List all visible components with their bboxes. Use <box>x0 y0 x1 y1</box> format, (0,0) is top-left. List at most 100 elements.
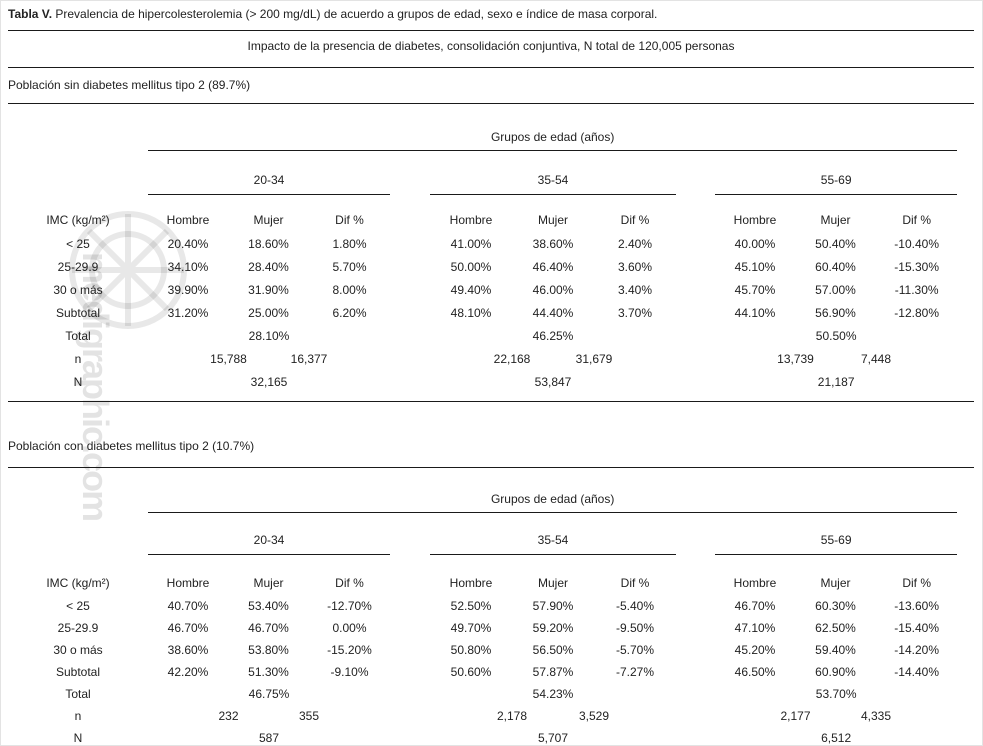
value-cell: 60.90% <box>815 665 856 679</box>
value-cell: 60.30% <box>815 599 856 613</box>
value-cell: 46.00% <box>532 282 574 297</box>
spacer-cell <box>148 347 188 370</box>
col-header-dif: Dif % <box>902 213 931 227</box>
value-cell: -12.80% <box>894 305 939 320</box>
row-label: n <box>74 351 82 366</box>
spacer-cell <box>957 727 974 746</box>
row-label: n <box>74 709 82 723</box>
col-header-mujer: Mujer <box>820 576 851 590</box>
spacer-cell <box>676 301 715 324</box>
value-cell: 52.50% <box>450 599 492 613</box>
spacer-cell <box>430 705 471 727</box>
value-cell: 38.60% <box>532 236 574 251</box>
value-cell: 34.10% <box>167 259 209 274</box>
value-cell: -5.70% <box>615 643 655 657</box>
table-con-diabetes: Grupos de edad (años) 20-34 35-54 55-69 … <box>8 468 974 746</box>
value-cell: 18.60% <box>248 236 289 251</box>
spacer-cell <box>676 683 715 705</box>
imc-header: IMC (kg/m²) <box>46 213 110 227</box>
spacer-cell <box>957 301 974 324</box>
total-row: Total 28.10% 46.25% 50.50% <box>8 324 974 347</box>
value-cell: 45.10% <box>734 259 776 274</box>
col-header-dif: Dif % <box>335 213 364 227</box>
value-cell: 2.40% <box>617 236 653 251</box>
value-cell: 45.70% <box>734 282 776 297</box>
spacer-cell <box>957 232 974 255</box>
value-cell: 57.87% <box>532 665 574 679</box>
value-cell: -14.40% <box>894 665 939 679</box>
rule <box>8 401 974 402</box>
spacer-cell <box>390 370 430 393</box>
col-header-mujer: Mujer <box>820 213 851 227</box>
value-cell: 53.80% <box>248 643 289 657</box>
age-group-label: 20-34 <box>148 512 390 555</box>
n-cell: 2,177 <box>780 709 811 723</box>
spacer-cell <box>676 639 715 661</box>
N-cell: 587 <box>258 731 280 745</box>
N-cell: 32,165 <box>250 374 288 389</box>
spacer-cell <box>676 555 715 596</box>
n-cell: 232 <box>218 709 239 723</box>
col-header-hombre: Hombre <box>166 213 210 227</box>
spacer-cell <box>957 468 974 513</box>
table-caption: Tabla V. Prevalencia de hipercolesterole… <box>8 0 974 22</box>
imc-header: IMC (kg/m²) <box>46 576 110 590</box>
value-cell: 6.20% <box>332 305 367 320</box>
age-group-label: 35-54 <box>430 512 676 555</box>
value-cell: 3.70% <box>617 305 653 320</box>
spacer-cell <box>390 595 430 617</box>
n-cell: 15,788 <box>210 351 247 366</box>
spacer-cell <box>957 661 974 683</box>
value-cell: -12.70% <box>327 599 372 613</box>
spacer-cell <box>957 255 974 278</box>
value-cell: 46.50% <box>734 665 776 679</box>
value-cell: 31.90% <box>248 282 289 297</box>
spacer-cell <box>957 324 974 347</box>
value-cell: 53.40% <box>248 599 289 613</box>
spacer-cell <box>676 513 715 555</box>
value-cell: 46.40% <box>532 259 574 274</box>
row-label: Subtotal <box>55 665 101 679</box>
age-header-row: Grupos de edad (años) <box>8 104 974 151</box>
spacer-cell <box>148 705 188 727</box>
age-header: Grupos de edad (años) <box>148 104 958 151</box>
value-cell: 47.10% <box>734 621 776 635</box>
age-group-row: 20-34 35-54 55-69 <box>8 150 974 195</box>
value-cell: 49.70% <box>450 621 492 635</box>
value-cell: 44.10% <box>734 305 776 320</box>
spacer-cell <box>390 347 430 370</box>
spacer-cell <box>390 617 430 639</box>
spacer-cell <box>957 104 974 151</box>
spacer-cell <box>957 151 974 195</box>
value-cell: 45.20% <box>734 643 776 657</box>
value-cell: 50.40% <box>815 236 856 251</box>
total-cell: 46.25% <box>532 328 574 343</box>
rule <box>8 467 974 468</box>
spacer-cell <box>676 151 715 195</box>
value-cell: 59.40% <box>815 643 856 657</box>
col-header-mujer: Mujer <box>537 213 568 227</box>
value-cell: 3.40% <box>617 282 653 297</box>
N-row: N 32,165 53,847 21,187 <box>8 370 974 393</box>
n-cell: 3,529 <box>578 709 610 723</box>
table-row: 30 o más 39.90% 31.90% 8.00% 49.40% 46.0… <box>8 278 974 301</box>
table-row: < 25 20.40% 18.60% 1.80% 41.00% 38.60% 2… <box>8 232 974 255</box>
value-cell: -7.27% <box>615 665 655 679</box>
value-cell: 1.80% <box>332 236 367 251</box>
spacer-cell <box>957 639 974 661</box>
value-cell: 40.00% <box>734 236 776 251</box>
row-label: N <box>73 731 83 745</box>
rule <box>8 67 974 68</box>
spacer-cell <box>916 705 957 727</box>
spacer-cell <box>957 195 974 233</box>
value-cell: 50.60% <box>450 665 492 679</box>
col-header-hombre: Hombre <box>733 576 777 590</box>
row-label: Total <box>65 687 91 701</box>
n-cell: 22,168 <box>493 351 531 366</box>
spacer-cell <box>349 347 390 370</box>
total-cell: 54.23% <box>532 687 574 701</box>
subtotal-row: Subtotal 31.20% 25.00% 6.20% 48.10% 44.4… <box>8 301 974 324</box>
age-group-row: 20-34 35-54 55-69 <box>8 512 974 555</box>
col-header-dif: Dif % <box>620 213 650 227</box>
spacer-cell <box>676 347 715 370</box>
